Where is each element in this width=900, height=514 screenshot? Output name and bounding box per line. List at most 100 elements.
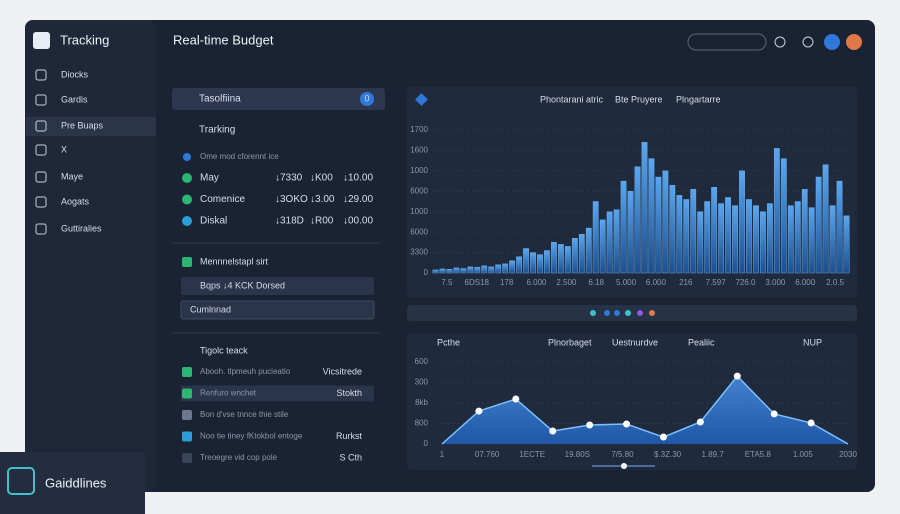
bar bbox=[599, 219, 606, 274]
scroll-thumb bbox=[621, 463, 627, 469]
x-tick-label: 5.000 bbox=[616, 278, 637, 287]
bar bbox=[739, 170, 745, 274]
point bbox=[475, 407, 483, 415]
icon[interactable] bbox=[802, 36, 814, 48]
x-tick-label: 2030 bbox=[839, 450, 857, 459]
bar bbox=[683, 199, 690, 274]
bar bbox=[697, 211, 704, 274]
row-value: ↓R00 bbox=[310, 216, 334, 227]
chart-tab: NUP bbox=[803, 337, 822, 347]
icon[interactable] bbox=[824, 34, 840, 50]
nav-icon bbox=[35, 223, 47, 235]
row-icon bbox=[182, 173, 192, 183]
panel-search[interactable] bbox=[172, 88, 385, 110]
bar bbox=[746, 199, 752, 274]
bar bbox=[843, 215, 850, 274]
y-tick-label: 6000 bbox=[410, 227, 428, 236]
pager-dot bbox=[614, 310, 620, 316]
bar bbox=[495, 264, 502, 274]
row-label: Comenice bbox=[200, 194, 245, 205]
bar bbox=[627, 191, 634, 274]
row-value: ↓7330 bbox=[275, 173, 303, 184]
bar bbox=[606, 211, 613, 274]
x-tick-label: 7/5.80 bbox=[611, 450, 634, 459]
bar bbox=[655, 176, 662, 274]
x-tick-label: 19.80S bbox=[565, 450, 590, 459]
y-tick-label: 600 bbox=[415, 357, 429, 366]
row-value: ↓3.00 bbox=[310, 194, 335, 205]
task-action: S Cth bbox=[339, 452, 362, 462]
task-icon bbox=[182, 453, 192, 463]
bar bbox=[523, 248, 529, 274]
bar bbox=[620, 180, 627, 274]
point bbox=[623, 420, 631, 428]
avatar[interactable] bbox=[846, 34, 862, 50]
task-text: Abooh. tlpmeuh pucieatio bbox=[200, 367, 291, 376]
point bbox=[733, 372, 741, 380]
x-tick-label: 7.5 bbox=[441, 278, 453, 287]
nav-item: Aogats bbox=[61, 196, 90, 206]
point bbox=[512, 395, 520, 403]
point bbox=[549, 427, 557, 435]
guide-box[interactable] bbox=[0, 452, 145, 514]
x-tick-label: 1.005 bbox=[793, 450, 814, 459]
task-action: Stokth bbox=[336, 388, 362, 398]
x-tick-label: $.3Z.30 bbox=[654, 450, 682, 459]
task-icon bbox=[182, 388, 192, 399]
task-highlight bbox=[181, 385, 374, 402]
bar bbox=[544, 250, 550, 274]
sidebar-title: Tracking bbox=[60, 32, 109, 47]
row-value: ↓10.00 bbox=[343, 173, 373, 184]
task-icon bbox=[182, 367, 192, 377]
icon bbox=[182, 257, 192, 267]
chart-tab: Uestnurdve bbox=[612, 337, 658, 347]
select[interactable] bbox=[180, 300, 375, 320]
bar bbox=[725, 197, 731, 274]
nav-item: X bbox=[61, 144, 67, 154]
pager-dot bbox=[604, 310, 610, 316]
x-tick-label: 07.760 bbox=[475, 450, 500, 459]
nav-icon bbox=[35, 94, 47, 106]
logo bbox=[33, 32, 50, 49]
nav-icon bbox=[35, 144, 47, 156]
y-tick-label: 0 bbox=[424, 268, 429, 277]
row-value: ↓00.00 bbox=[343, 216, 373, 227]
chart-tab: Plngartarre bbox=[676, 94, 721, 104]
icon bbox=[183, 153, 191, 161]
bar bbox=[648, 158, 655, 274]
bar bbox=[488, 266, 495, 274]
pager-dot bbox=[590, 310, 596, 316]
icon[interactable] bbox=[774, 36, 786, 48]
chart-tab: Pealiic bbox=[688, 337, 715, 347]
bar bbox=[801, 189, 808, 274]
task-text: Treoegre vid cop pole bbox=[200, 453, 278, 462]
area bbox=[442, 376, 848, 444]
x-tick-label: 6.18 bbox=[588, 278, 604, 287]
sidebar bbox=[25, 20, 156, 492]
nav-item: Guttiralies bbox=[61, 223, 102, 233]
bar bbox=[718, 203, 725, 274]
task-icon bbox=[182, 410, 192, 420]
x-tick-label: 2.500 bbox=[556, 278, 577, 287]
badge bbox=[360, 92, 374, 106]
chart-tab: Plnorbaget bbox=[548, 337, 592, 347]
bar bbox=[836, 180, 843, 274]
select[interactable] bbox=[181, 277, 374, 295]
chart-tab: Pcthe bbox=[437, 337, 460, 347]
bar bbox=[571, 238, 578, 274]
x-tick-label: 6.000 bbox=[795, 278, 816, 287]
search-box[interactable] bbox=[687, 33, 767, 51]
bar bbox=[732, 205, 738, 274]
task-text: Renfuro wnchet bbox=[200, 389, 257, 398]
task-icon bbox=[182, 431, 192, 442]
page-title: Real-time Budget bbox=[173, 32, 274, 47]
row-label: May bbox=[200, 173, 219, 184]
section-title: Tigolc teack bbox=[200, 345, 248, 355]
point bbox=[696, 418, 704, 426]
row-value: ↓318D bbox=[275, 216, 304, 227]
bar bbox=[767, 203, 773, 274]
bar bbox=[446, 269, 453, 274]
section-title: Trarking bbox=[199, 125, 235, 136]
chart-tab: Bte Pruyere bbox=[615, 94, 663, 104]
